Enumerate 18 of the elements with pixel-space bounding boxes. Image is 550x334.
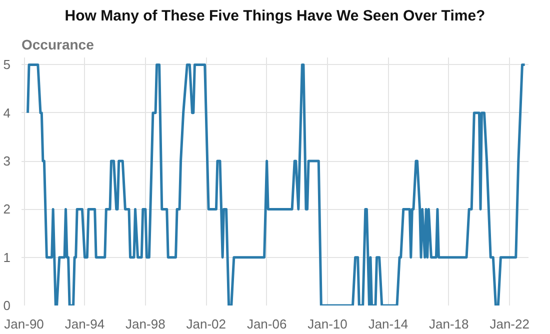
y-tick-label: 4	[3, 105, 11, 120]
x-tick-label: Jan-98	[126, 316, 166, 332]
y-tick-label: 5	[3, 57, 11, 72]
y-tick-label: 1	[3, 250, 11, 265]
x-tick-label: Jan-10	[308, 316, 348, 332]
line-series	[26, 63, 526, 306]
chart-title: How Many of These Five Things Have We Seen Over Time?	[64, 8, 486, 24]
y-axis-title: Occurance	[22, 36, 94, 52]
y-tick-label: 3	[3, 154, 11, 169]
x-tick-label: Jan-18	[429, 316, 469, 332]
x-tick-label: Jan-94	[64, 316, 105, 332]
x-tick-label: Jan-90	[4, 316, 44, 332]
x-tick-label: Jan-14	[368, 316, 408, 332]
x-tick-label: Jan-06	[246, 316, 287, 332]
y-tick-label: 2	[3, 202, 11, 217]
x-tick-label: Jan-22	[490, 316, 530, 332]
y-tick-label: 0	[3, 298, 11, 313]
x-tick-label: Jan-02	[186, 316, 226, 332]
